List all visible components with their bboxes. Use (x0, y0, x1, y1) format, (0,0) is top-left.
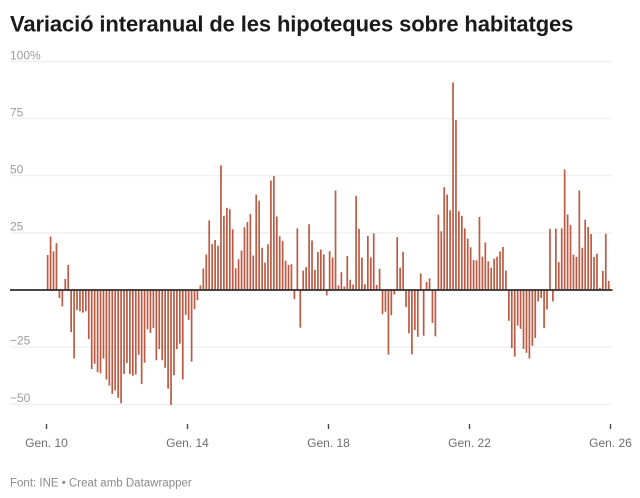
svg-text:100%: 100% (10, 48, 41, 62)
svg-text:−50: −50 (10, 391, 31, 405)
svg-text:−25: −25 (10, 334, 31, 348)
svg-text:25: 25 (10, 220, 24, 234)
svg-text:50: 50 (10, 162, 24, 176)
svg-text:Gen. 22: Gen. 22 (448, 436, 491, 450)
svg-text:Gen. 14: Gen. 14 (166, 436, 209, 450)
svg-text:75: 75 (10, 105, 24, 119)
svg-text:Gen. 18: Gen. 18 (307, 436, 350, 450)
svg-text:Gen. 26: Gen. 26 (589, 436, 632, 450)
svg-text:Gen. 10: Gen. 10 (25, 436, 68, 450)
svg-text:Font: INE • Creat amb Datawrap: Font: INE • Creat amb Datawrapper (10, 478, 192, 490)
svg-text:Variació interanual de les hip: Variació interanual de les hipoteques so… (10, 11, 573, 36)
